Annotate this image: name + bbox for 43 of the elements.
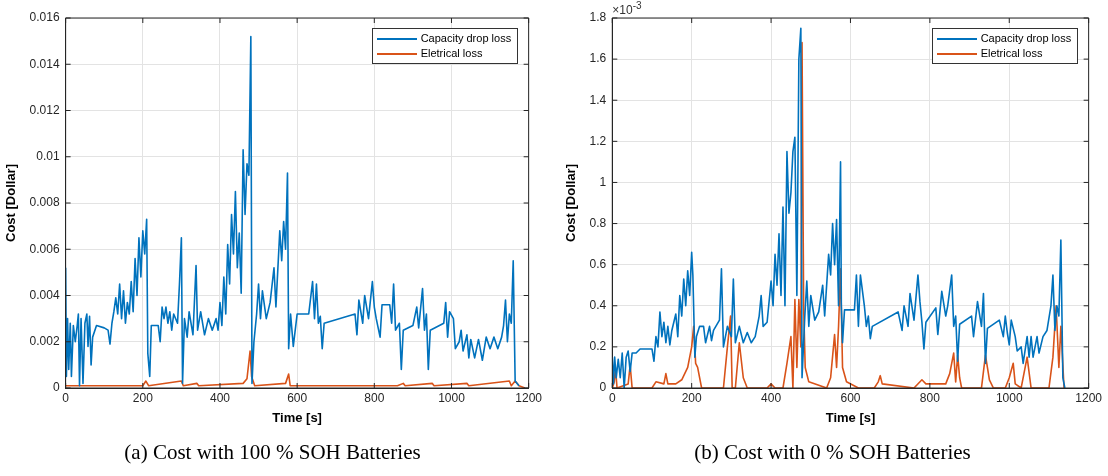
y-tick-label: 0.01 — [36, 149, 60, 164]
y-tick-label: 0.012 — [29, 102, 60, 117]
y-tick-label: 0.8 — [589, 215, 607, 230]
x-tick-label: 1000 — [438, 390, 466, 405]
x-tick-label: 800 — [364, 390, 385, 405]
x-tick-label: 200 — [132, 390, 154, 405]
y-tick-label: 1.4 — [589, 92, 607, 107]
legend-label: Eletrical loss — [420, 47, 483, 59]
y-tick-label: 0.004 — [29, 287, 60, 302]
legend-label: Capacity drop loss — [420, 32, 512, 44]
y-axis-title: Cost [Dollar] — [3, 164, 19, 242]
y-tick-label: 0.6 — [589, 256, 607, 271]
legend-label: Eletrical loss — [980, 47, 1043, 59]
text: (a) Cost with 100 % SOH Batteries — [123, 440, 422, 465]
y-tick-label: 1.2 — [589, 133, 607, 148]
y-tick-label: 1 — [599, 174, 607, 189]
y-tick-label: 0.016 — [29, 10, 60, 25]
x-tick-label: 0 — [62, 390, 70, 405]
x-axis-title: Time [s] — [272, 409, 322, 425]
x-tick-label: 600 — [840, 390, 861, 405]
x-axis-title: Time [s] — [825, 409, 876, 425]
y-tick-label: 0.2 — [589, 339, 607, 354]
x-tick-label: 1000 — [995, 390, 1023, 405]
x-tick-label: 400 — [209, 390, 231, 405]
x-tick-label: 400 — [761, 390, 782, 405]
y-tick-label: 0.014 — [29, 56, 60, 71]
x-tick-label: 1200 — [515, 390, 543, 405]
y-tick-label: 0.002 — [29, 334, 60, 349]
y-tick-label: 0 — [52, 380, 60, 395]
text: (b) Cost with 0 % SOH Batteries — [693, 440, 972, 465]
text: ×10$^{-3}$ — [612, 0, 642, 17]
x-tick-label: 200 — [681, 390, 703, 405]
y-tick-label: 0.4 — [589, 298, 607, 313]
x-tick-label: 1200 — [1075, 390, 1103, 405]
legend-label: Capacity drop loss — [980, 32, 1072, 44]
y-tick-label: 0.006 — [29, 241, 60, 256]
y-tick-label: 1.8 — [589, 10, 607, 25]
x-tick-label: 600 — [287, 390, 308, 405]
y-tick-label: 1.6 — [589, 51, 607, 66]
x-tick-label: 800 — [919, 390, 941, 405]
y-tick-label: 0.008 — [29, 195, 60, 210]
y-axis-title: Cost [Dollar] — [563, 164, 579, 242]
y-tick-label: 0 — [599, 380, 607, 395]
